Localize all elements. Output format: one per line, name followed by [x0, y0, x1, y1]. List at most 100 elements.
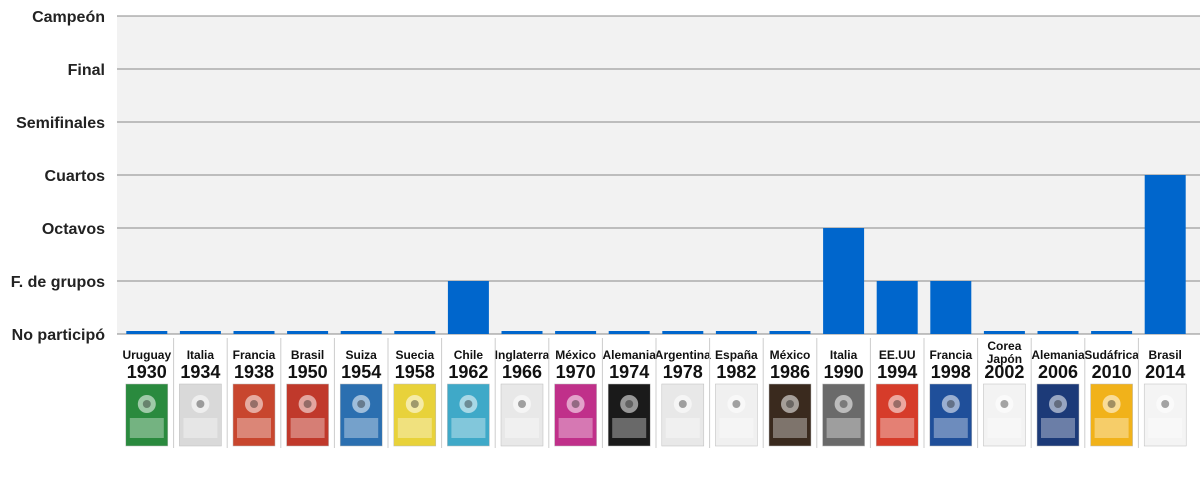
poster-icon-1934 — [179, 383, 222, 447]
country-label: EE.UU — [879, 348, 916, 362]
band-0 — [117, 281, 1200, 334]
bar-1982 — [715, 331, 757, 334]
bars — [126, 175, 1186, 334]
bar-1934 — [179, 331, 221, 334]
year-label: 1950 — [288, 362, 328, 382]
poster-icon-1978 — [661, 383, 705, 447]
bar-1986 — [769, 331, 811, 334]
bar-2014 — [1144, 175, 1186, 334]
poster-icon-1930 — [125, 383, 169, 447]
bar-1970 — [555, 331, 597, 334]
band-4 — [117, 69, 1200, 122]
bar-1990 — [823, 228, 865, 334]
bar-1974 — [608, 331, 650, 334]
bar-1994 — [876, 281, 918, 334]
country-label: Alemania — [1031, 348, 1085, 362]
year-label: 1974 — [609, 362, 649, 382]
country-label: España — [715, 348, 758, 362]
year-label: 1998 — [931, 362, 971, 382]
band-3 — [117, 122, 1200, 175]
band-1 — [117, 228, 1200, 281]
year-label: 2006 — [1038, 362, 1078, 382]
country-label: Uruguay — [122, 348, 171, 362]
bar-1958 — [394, 331, 436, 334]
year-label: 1982 — [716, 362, 756, 382]
bar-1950 — [287, 331, 329, 334]
year-label: 1962 — [448, 362, 488, 382]
y-level-label: F. de grupos — [11, 274, 105, 291]
bar-1938 — [233, 331, 275, 334]
poster-icon-1994 — [875, 383, 919, 447]
poster-icon-1938 — [232, 383, 276, 447]
country-label: Alemania — [603, 348, 657, 362]
x-axis-labels: Uruguay1930Italia1934Francia1938Brasil19… — [122, 338, 1185, 448]
poster-icon-1998 — [929, 383, 973, 447]
year-label: 1958 — [395, 362, 435, 382]
poster-icon-1986 — [768, 383, 812, 447]
country-label: Suiza — [346, 348, 378, 362]
y-level-label: No participó — [12, 327, 106, 344]
poster-icon-1970 — [554, 383, 597, 447]
year-label: 1990 — [824, 362, 864, 382]
poster-icon-2002 — [983, 383, 1026, 447]
bar-2006 — [1037, 331, 1079, 334]
poster-icon-2010 — [1090, 383, 1133, 447]
bar-1998 — [930, 281, 972, 334]
year-label: 2010 — [1092, 362, 1132, 382]
year-label: 1994 — [877, 362, 917, 382]
country-label: Argentina — [655, 348, 711, 362]
bar-1962 — [447, 281, 489, 334]
country-label: Japón — [987, 352, 1022, 366]
background-bands — [117, 16, 1200, 334]
poster-icon-1966 — [500, 383, 544, 447]
poster-icon-1950 — [286, 383, 329, 447]
country-label: Italia — [830, 348, 858, 362]
band-2 — [117, 175, 1200, 228]
country-label: Francia — [233, 348, 276, 362]
country-label: Brasil — [1149, 348, 1182, 362]
year-label: 1978 — [663, 362, 703, 382]
country-label: Corea — [987, 339, 1021, 353]
country-label: Francia — [929, 348, 972, 362]
year-label: 1934 — [180, 362, 220, 382]
poster-icon-2006 — [1036, 383, 1080, 447]
country-label: Chile — [454, 348, 484, 362]
bar-2010 — [1091, 331, 1133, 334]
country-label: Italia — [187, 348, 215, 362]
poster-icon-1954 — [339, 383, 383, 447]
year-label: 1986 — [770, 362, 810, 382]
bar-2002 — [983, 331, 1025, 334]
year-label: 1954 — [341, 362, 381, 382]
country-label: Sudáfrica — [1084, 348, 1139, 362]
y-axis-labels: No participó F. de grupos Octavos Cuartos Se… — [11, 9, 105, 344]
poster-icon-1958 — [393, 383, 437, 447]
country-label: México — [770, 348, 811, 362]
poster-icon-1974 — [607, 383, 651, 447]
country-label: Brasil — [291, 348, 324, 362]
y-level-label: Semifinales — [16, 115, 105, 132]
year-label: 1930 — [127, 362, 167, 382]
year-label: 1938 — [234, 362, 274, 382]
poster-icon-2014 — [1143, 383, 1187, 447]
bar-1966 — [501, 331, 543, 334]
year-label: 2014 — [1145, 362, 1185, 382]
poster-icon-1982 — [715, 383, 758, 447]
country-label: Inglaterra — [495, 348, 550, 362]
posters — [125, 383, 1187, 447]
year-label: 1966 — [502, 362, 542, 382]
year-label: 1970 — [556, 362, 596, 382]
y-level-label: Campeón — [32, 9, 105, 26]
bar-1978 — [662, 331, 704, 334]
country-label: México — [555, 348, 596, 362]
y-level-label: Final — [68, 62, 105, 79]
bar-1930 — [126, 331, 168, 334]
bar-1954 — [340, 331, 382, 334]
poster-icon-1990 — [822, 383, 865, 447]
band-5 — [117, 16, 1200, 69]
y-level-label: Octavos — [42, 221, 105, 238]
poster-icon-1962 — [447, 383, 490, 447]
year-label: 2002 — [984, 362, 1024, 382]
country-label: Suecia — [395, 348, 434, 362]
y-level-label: Cuartos — [45, 168, 106, 185]
